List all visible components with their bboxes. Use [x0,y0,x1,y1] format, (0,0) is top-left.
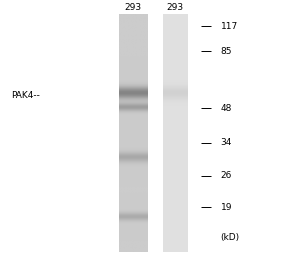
Text: 34: 34 [221,138,232,147]
Text: 19: 19 [221,203,232,212]
Text: (kD): (kD) [221,233,240,242]
Text: 26: 26 [221,171,232,180]
Text: PAK4--: PAK4-- [11,91,40,100]
Text: 293: 293 [125,3,142,12]
Text: 117: 117 [221,22,238,31]
Text: 85: 85 [221,47,232,56]
Text: 293: 293 [166,3,183,12]
Text: 48: 48 [221,104,232,113]
